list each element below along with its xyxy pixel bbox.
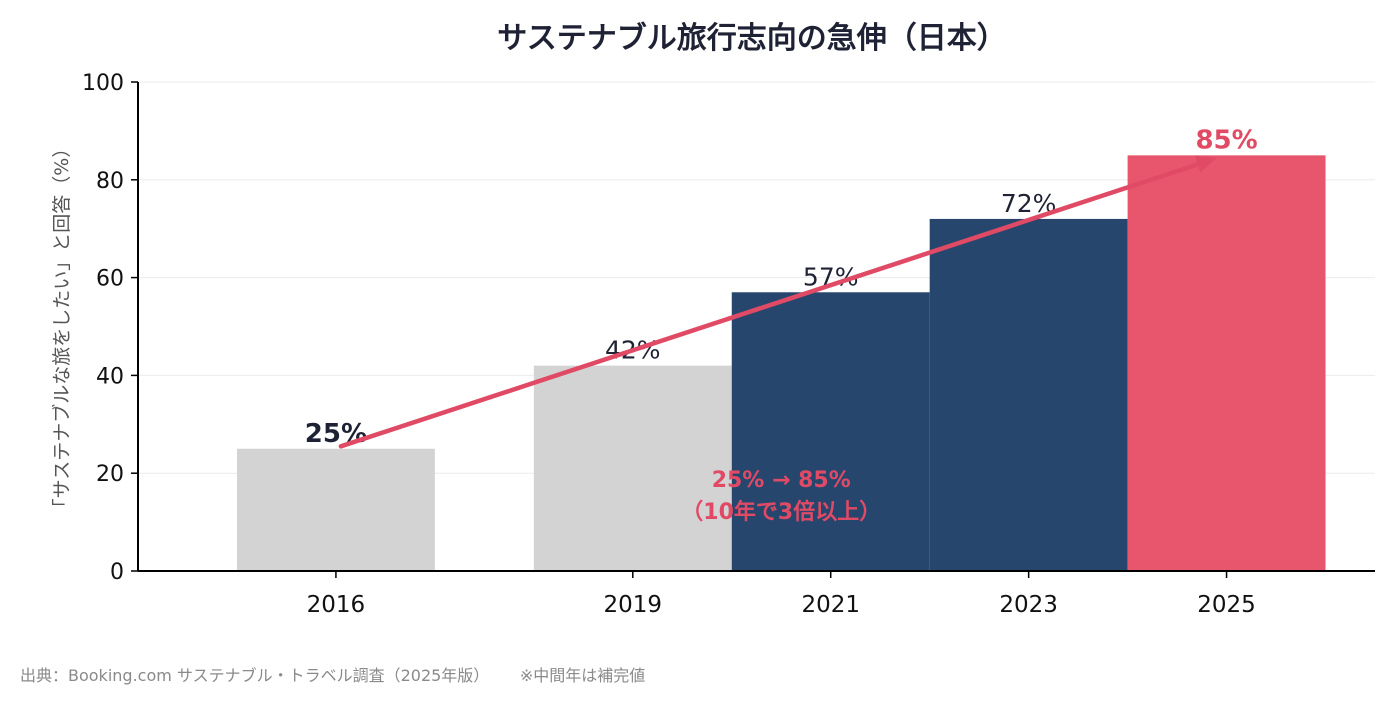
bar: [236, 448, 435, 571]
x-tick-label: 2019: [604, 592, 663, 618]
x-tick-label: 2025: [1197, 592, 1256, 618]
bar: [1127, 155, 1326, 571]
y-tick-label: 80: [96, 169, 124, 194]
y-tick-label: 60: [96, 267, 124, 292]
x-tick-label: 2023: [999, 592, 1058, 618]
y-tick-label: 20: [96, 462, 124, 487]
source-text: 出典：Booking.com サステナブル・トラベル調査（2025年版）: [20, 666, 490, 685]
y-axis-label: 「サステナブルな旅をしたい」と回答（%）: [50, 139, 73, 518]
trend-arrow: [338, 158, 1211, 449]
bar: [929, 218, 1128, 572]
bar: [731, 292, 930, 571]
source-note: 出典：Booking.com サステナブル・トラベル調査（2025年版） ※中間…: [20, 662, 645, 686]
annotation-line1: 25% → 85%: [712, 468, 851, 493]
arrow-head-icon: [1194, 155, 1217, 173]
bar: [533, 365, 732, 571]
y-tick-label: 40: [96, 364, 124, 389]
x-tick-label: 2021: [801, 592, 860, 618]
chart-title: サステナブル旅行志向の急伸（日本）: [497, 21, 1006, 56]
y-tick-label: 100: [82, 71, 124, 96]
annotation-line2: （10年で3倍以上）: [681, 499, 881, 525]
interpolation-note: ※中間年は補完値: [519, 666, 646, 685]
data-label: 25%: [305, 419, 367, 449]
y-tick-label: 0: [110, 560, 124, 585]
x-tick-label: 2016: [307, 592, 366, 618]
data-label: 85%: [1195, 125, 1257, 155]
